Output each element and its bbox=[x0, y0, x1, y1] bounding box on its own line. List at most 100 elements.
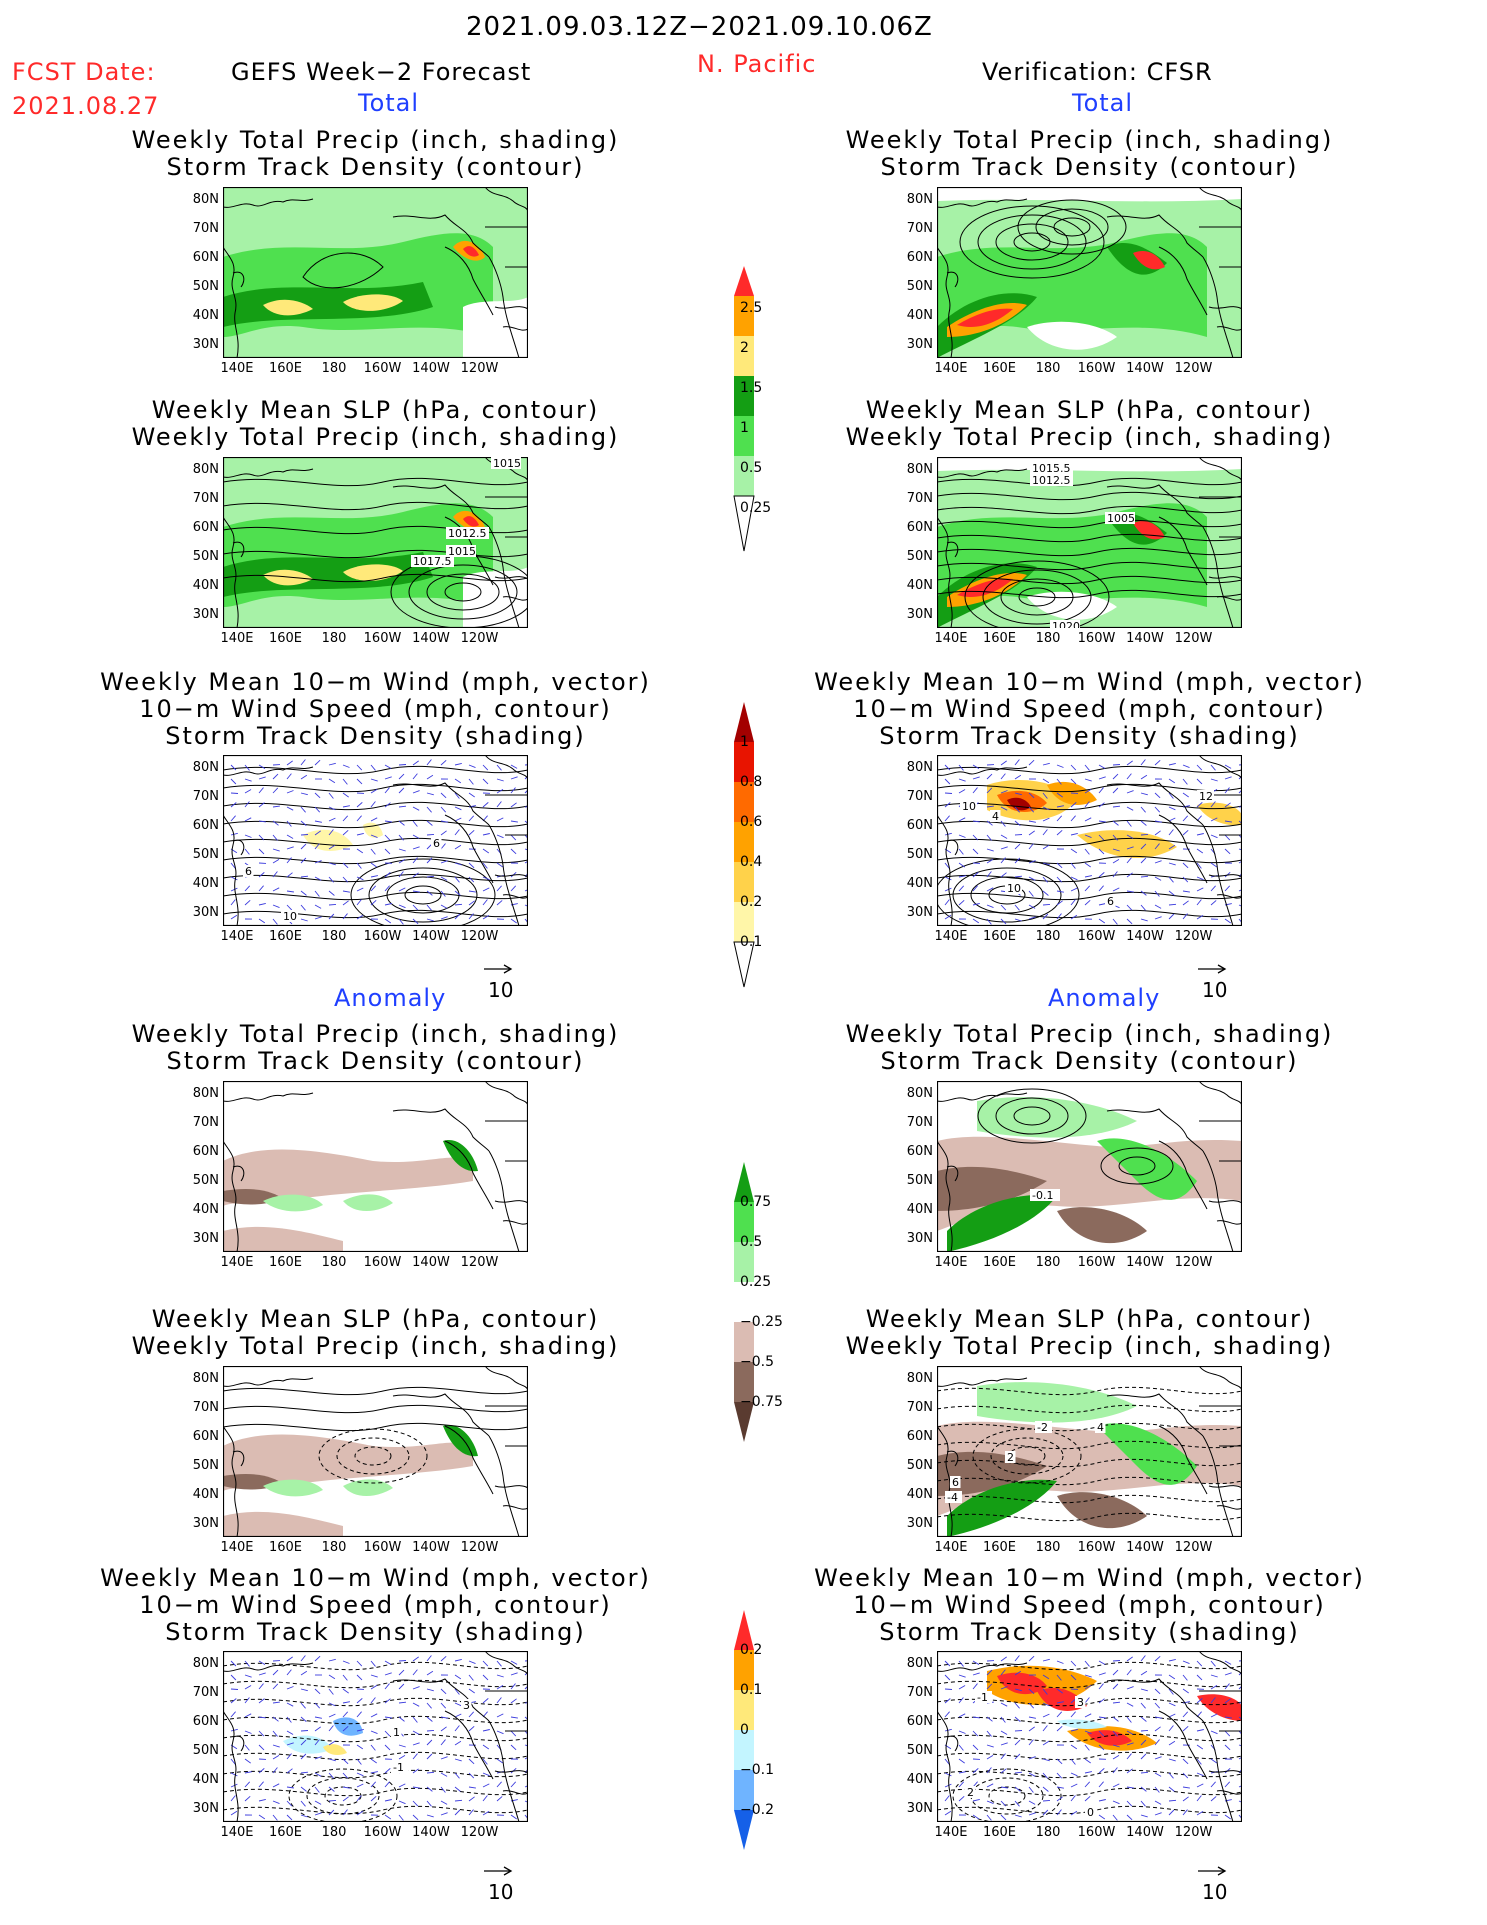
region-title: N. Pacific bbox=[697, 50, 817, 78]
lat-tick-label: 70N bbox=[906, 1685, 933, 1700]
lon-tick-label: 140E bbox=[934, 1255, 968, 1270]
panel-title-line: Weekly Total Precip (inch, shading) bbox=[845, 126, 1334, 154]
lat-tick-label: 50N bbox=[192, 1173, 219, 1188]
panel-title-line: Weekly Total Precip (inch, shading) bbox=[131, 1332, 620, 1360]
panel-title-line: Storm Track Density (shading) bbox=[165, 1618, 586, 1646]
vector-reference-arrow bbox=[1198, 1866, 1227, 1876]
lat-tick-label: 40N bbox=[192, 578, 219, 593]
lat-tick-label: 60N bbox=[906, 250, 933, 265]
panel-title-line: Storm Track Density (shading) bbox=[879, 722, 1300, 750]
lat-tick-label: 60N bbox=[192, 1144, 219, 1159]
vector-reference-arrow bbox=[484, 964, 513, 974]
cb2-label: 0.8 bbox=[740, 774, 763, 790]
panel-title-line: Weekly Mean 10−m Wind (mph, vector) bbox=[814, 1564, 1365, 1592]
lon-tick-label: 180 bbox=[1035, 361, 1061, 376]
lat-tick-label: 70N bbox=[906, 789, 933, 804]
cb1-label: 0.5 bbox=[740, 460, 763, 476]
lat-tick-label: 40N bbox=[906, 1487, 933, 1502]
lon-tick-label: 140E bbox=[934, 1825, 968, 1840]
lat-tick-label: 30N bbox=[192, 905, 219, 920]
lon-tick-label: 160W bbox=[1077, 1825, 1116, 1840]
lat-tick-label: 50N bbox=[906, 1458, 933, 1473]
lon-tick-label: 160E bbox=[268, 361, 303, 376]
contour-label: 1015 bbox=[493, 457, 521, 470]
contour-label: -1 bbox=[977, 1691, 988, 1704]
cb3-label: 0.5 bbox=[740, 1234, 763, 1250]
lon-tick-label: 180 bbox=[321, 361, 347, 376]
panel-title-line: Weekly Mean SLP (hPa, contour) bbox=[865, 396, 1314, 424]
lat-tick-label: 70N bbox=[192, 221, 219, 236]
cb2-label: 0.2 bbox=[740, 894, 763, 910]
lon-tick-label: 160W bbox=[1077, 1255, 1116, 1270]
lat-tick-label: 80N bbox=[906, 1656, 933, 1671]
lon-tick-label: 140W bbox=[412, 929, 450, 944]
lat-tick-label: 30N bbox=[906, 1516, 933, 1531]
cb3-label: 0.25 bbox=[740, 1274, 772, 1290]
map-wind-forecast: 10 6 6 bbox=[223, 755, 528, 926]
cb1-label: 2 bbox=[740, 340, 749, 356]
lat-tick-label: 50N bbox=[906, 1173, 933, 1188]
lat-tick-label: 80N bbox=[906, 760, 933, 775]
lat-tick-label: 70N bbox=[192, 1115, 219, 1130]
lat-tick-label: 60N bbox=[192, 520, 219, 535]
lon-tick-label: 140E bbox=[934, 631, 968, 646]
lat-tick-label: 50N bbox=[192, 847, 219, 862]
lon-tick-label: 120W bbox=[460, 1255, 499, 1270]
panel-title-line: 10−m Wind Speed (mph, contour) bbox=[139, 1591, 612, 1619]
lon-tick-label: 140E bbox=[220, 631, 254, 646]
lon-tick-label: 160E bbox=[268, 929, 303, 944]
lat-tick-label: 30N bbox=[192, 1516, 219, 1531]
lon-tick-label: 140W bbox=[1126, 1825, 1164, 1840]
panel-title-line: Storm Track Density (contour) bbox=[880, 153, 1299, 181]
map-wind_anom-verification: 3 -1 2 0 bbox=[937, 1651, 1242, 1822]
lat-tick-label: 30N bbox=[192, 337, 219, 352]
lat-tick-label: 30N bbox=[192, 1231, 219, 1246]
lon-tick-label: 180 bbox=[321, 929, 347, 944]
panel-title-line: 10−m Wind Speed (mph, contour) bbox=[139, 695, 612, 723]
cb1-label: 0.25 bbox=[740, 500, 772, 516]
contour-label: 6 bbox=[1107, 895, 1114, 908]
lon-tick-label: 180 bbox=[321, 631, 347, 646]
lat-tick-label: 80N bbox=[906, 1086, 933, 1101]
colorbar-storm-density bbox=[733, 702, 755, 988]
panel-title-line: Weekly Total Precip (inch, shading) bbox=[845, 423, 1334, 451]
lat-tick-label: 60N bbox=[192, 1429, 219, 1444]
lon-tick-label: 160W bbox=[1077, 361, 1116, 376]
lat-tick-label: 60N bbox=[192, 818, 219, 833]
lat-tick-label: 60N bbox=[906, 1714, 933, 1729]
lon-tick-label: 140E bbox=[934, 929, 968, 944]
contour-label: 1017.5 bbox=[413, 555, 452, 568]
lat-tick-label: 70N bbox=[192, 491, 219, 506]
contour-label: 1005 bbox=[1107, 512, 1135, 525]
panel-title-line: Weekly Total Precip (inch, shading) bbox=[845, 1020, 1334, 1048]
lon-tick-label: 120W bbox=[460, 1825, 499, 1840]
lat-tick-label: 80N bbox=[192, 1086, 219, 1101]
period-title: 2021.09.03.12Z−2021.09.10.06Z bbox=[466, 12, 933, 42]
lon-tick-label: 140E bbox=[934, 1540, 968, 1555]
panel-title-line: Storm Track Density (contour) bbox=[166, 153, 585, 181]
cb3-label: −0.5 bbox=[740, 1354, 774, 1370]
lat-tick-label: 60N bbox=[192, 1714, 219, 1729]
lat-tick-label: 30N bbox=[906, 607, 933, 622]
lat-tick-label: 50N bbox=[192, 549, 219, 564]
cb1-label: 1 bbox=[740, 420, 749, 436]
cb2-label: 0.1 bbox=[740, 934, 763, 950]
lon-tick-label: 140E bbox=[220, 1825, 254, 1840]
lat-tick-label: 80N bbox=[906, 192, 933, 207]
lat-tick-label: 30N bbox=[906, 1801, 933, 1816]
lon-tick-label: 160E bbox=[268, 1540, 303, 1555]
vector-reference-arrow bbox=[1198, 964, 1227, 974]
contour-label: 1015.5 bbox=[1032, 462, 1071, 475]
panel-title-line: Weekly Mean SLP (hPa, contour) bbox=[151, 1305, 600, 1333]
lat-tick-label: 60N bbox=[906, 1144, 933, 1159]
contour-label: 6 bbox=[952, 1476, 959, 1489]
lon-tick-label: 180 bbox=[1035, 631, 1061, 646]
lon-tick-label: 120W bbox=[1174, 631, 1213, 646]
lat-tick-label: 70N bbox=[192, 1685, 219, 1700]
panel-title-line: Weekly Total Precip (inch, shading) bbox=[131, 126, 620, 154]
lat-tick-label: 50N bbox=[192, 279, 219, 294]
map-wind-verification: 12 10 4 10 6 bbox=[937, 755, 1242, 926]
panel-title-line: 10−m Wind Speed (mph, contour) bbox=[853, 1591, 1326, 1619]
lon-tick-label: 120W bbox=[1174, 1540, 1213, 1555]
lat-tick-label: 50N bbox=[906, 1743, 933, 1758]
